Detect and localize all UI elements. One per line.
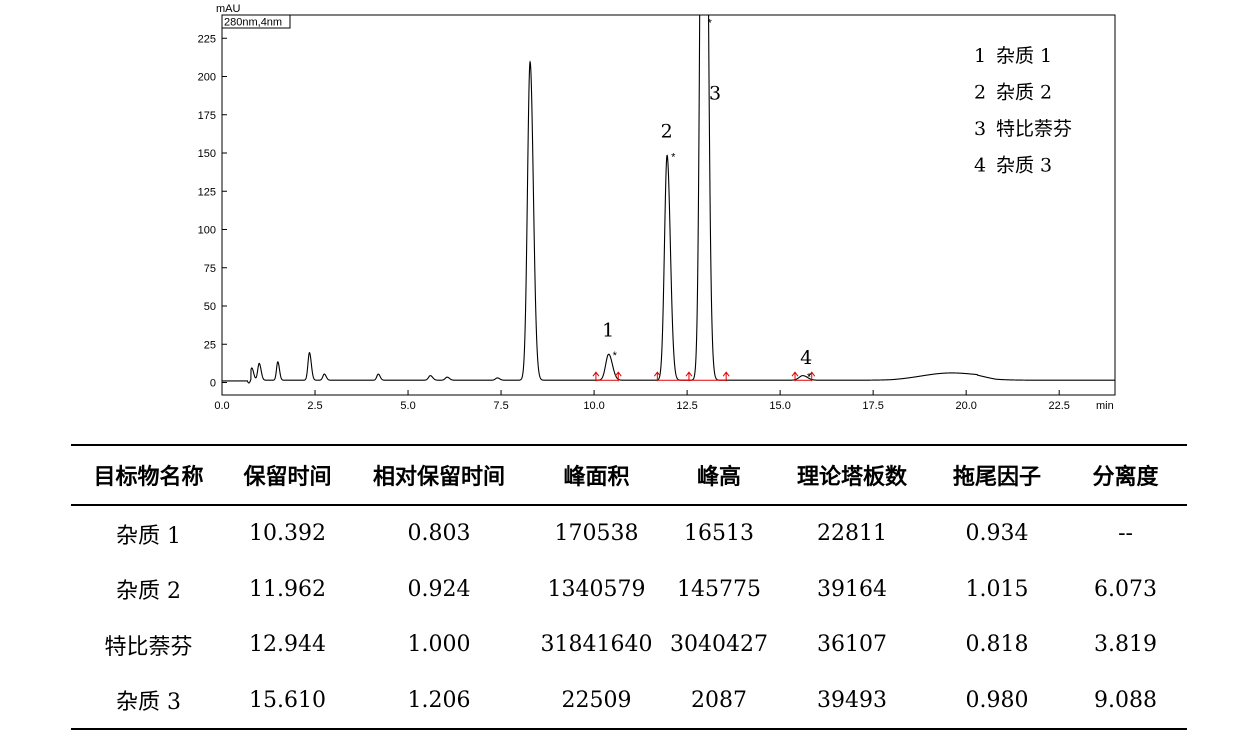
integration-tick [808,371,816,382]
header-resolution: 分离度 [1092,465,1159,490]
y-tick-label: 25 [204,339,216,351]
cell-resolution: 6.073 [1094,576,1157,602]
x-axis-label: min [1096,400,1114,412]
x-tick-label: 17.5 [862,400,883,412]
cell-rrt: 0.924 [407,576,471,602]
table-row: 杂质 2 11.962 0.924 1340579 145775 39164 1… [71,562,1187,618]
x-tick-label: 10.0 [583,400,604,412]
peak-apex-marker: * [671,151,676,163]
header-relative-retention-time: 相对保留时间 [372,465,505,490]
y-tick-label: 150 [198,148,216,160]
y-tick-label: 100 [198,225,216,237]
cell-plates: 39164 [817,576,887,602]
x-tick-label: 0.0 [214,400,229,412]
cell-rrt: 1.206 [407,687,471,713]
legend-number: 4 [974,155,986,177]
table-header-row: 目标物名称 保留时间 相对保留时间 峰面积 峰高 理论塔板数 拖尾因子 分离度 [71,445,1187,505]
cell-resolution: 3.819 [1094,632,1157,658]
peak-number-label: 1 [602,320,614,342]
cell-plates: 22811 [817,521,887,547]
cell-resolution: -- [1118,521,1133,547]
table-row: 特比萘芬 12.944 1.000 31841640 3040427 36107… [71,617,1187,673]
chromatogram-chart: 0.0 2.5 5.0 7.5 10.0 12.5 15.0 17.5 20.0 22.5 0 25 5… [198,3,1116,412]
cell-area: 22509 [561,687,632,713]
y-tick-label: 175 [198,110,216,122]
cell-name: 杂质 3 [116,690,181,716]
cell-resolution: 9.088 [1094,687,1157,713]
plot-frame [221,14,1116,396]
table-row: 杂质 1 10.392 0.803 170538 16513 22811 0.9… [71,505,1187,562]
cell-tailing: 0.980 [965,687,1029,713]
y-tick-label: 75 [204,263,216,275]
legend-entry: 杂质 3 [996,155,1052,177]
cell-rt: 11.962 [249,576,326,602]
cell-rt: 12.944 [249,632,326,658]
cell-height: 145775 [677,576,761,602]
y-tick-label: 225 [198,33,216,45]
x-tick-label: 22.5 [1048,400,1069,412]
cell-tailing: 0.934 [965,521,1029,547]
integration-tick [653,371,661,382]
peak-number-label: 3 [709,82,721,104]
peak-number-label: 4 [800,347,812,369]
integration-tick [791,371,799,382]
peak-number-label: 2 [661,121,673,143]
results-table: 目标物名称 保留时间 相对保留时间 峰面积 峰高 理论塔板数 拖尾因子 分离度 … [71,444,1187,730]
cell-height: 16513 [684,521,754,547]
peak-apex-marker: * [613,350,618,362]
cell-name: 杂质 2 [116,579,181,605]
legend-number: 3 [974,118,986,140]
chromatogram-svg: 0.0 2.5 5.0 7.5 10.0 12.5 15.0 17.5 20.0 22.5 0 25 5… [198,3,1116,412]
peak-apex-marker: * [708,17,713,29]
cell-height: 3040427 [670,632,768,658]
cell-tailing: 1.015 [965,576,1029,602]
cell-rrt: 1.000 [407,632,471,658]
peak-apex-marker: * [807,372,812,384]
detector-label-box [221,14,291,29]
legend-entry: 杂质 2 [996,82,1052,104]
integration-tick [722,371,730,382]
cell-area: 170538 [554,521,639,547]
legend-number: 2 [974,82,986,104]
cell-rrt: 0.803 [407,521,471,547]
header-tailing-factor: 拖尾因子 [952,465,1041,490]
legend-entry: 特比萘芬 [996,118,1072,140]
header-target-name: 目标物名称 [93,465,204,490]
cell-name: 杂质 1 [116,523,181,549]
integration-tick [614,371,622,382]
header-peak-height: 峰高 [696,465,741,490]
cell-rt: 15.610 [249,687,326,713]
x-tick-label: 20.0 [955,400,976,412]
x-tick-label: 2.5 [307,400,322,412]
header-retention-time: 保留时间 [243,465,332,490]
y-axis-label: mAU [216,3,241,15]
chromatogram-trace [222,15,1115,384]
table-row: 杂质 3 15.610 1.206 22509 2087 39493 0.980… [71,673,1187,729]
header-peak-area: 峰面积 [563,465,630,490]
cell-height: 2087 [691,687,747,713]
y-tick-label: 0 [210,378,216,390]
y-tick-label: 125 [198,186,216,198]
cell-tailing: 0.818 [965,632,1029,658]
cell-name: 特比萘芬 [104,634,193,660]
cell-rt: 10.392 [249,521,326,547]
integration-tick [592,371,600,382]
cell-plates: 36107 [817,632,887,658]
detector-label: 280nm,4nm [224,17,282,29]
y-tick-label: 200 [198,72,216,84]
x-tick-label: 7.5 [493,400,508,412]
legend-number: 1 [974,45,986,67]
x-tick-label: 5.0 [400,400,415,412]
integration-tick [685,371,693,382]
cell-area: 1340579 [547,576,646,602]
x-tick-label: 15.0 [769,400,790,412]
legend-entry: 杂质 1 [996,45,1052,67]
cell-area: 31841640 [540,632,653,658]
cell-plates: 39493 [817,687,887,713]
y-tick-label: 50 [204,301,216,313]
header-theoretical-plates: 理论塔板数 [796,465,907,490]
x-tick-label: 12.5 [676,400,697,412]
